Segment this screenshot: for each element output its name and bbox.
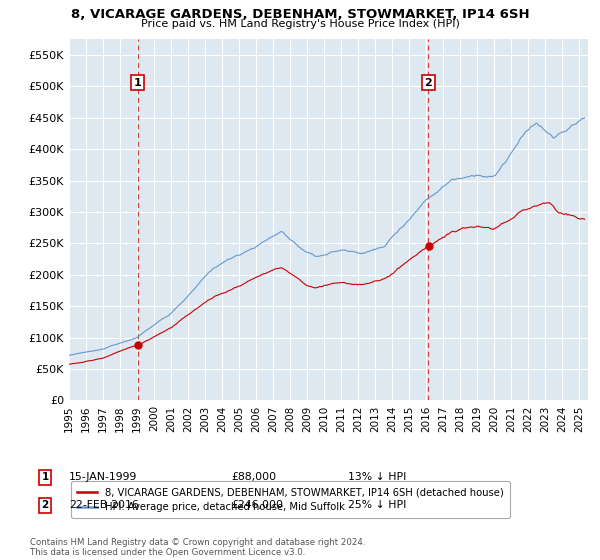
Text: 22-FEB-2016: 22-FEB-2016 [69,500,139,510]
Text: £246,000: £246,000 [231,500,283,510]
Text: 15-JAN-1999: 15-JAN-1999 [69,472,137,482]
Text: 1: 1 [134,77,142,87]
Text: Price paid vs. HM Land Registry's House Price Index (HPI): Price paid vs. HM Land Registry's House … [140,19,460,29]
Legend: 8, VICARAGE GARDENS, DEBENHAM, STOWMARKET, IP14 6SH (detached house), HPI: Avera: 8, VICARAGE GARDENS, DEBENHAM, STOWMARKE… [71,481,510,518]
Text: 13% ↓ HPI: 13% ↓ HPI [348,472,406,482]
Text: 8, VICARAGE GARDENS, DEBENHAM, STOWMARKET, IP14 6SH: 8, VICARAGE GARDENS, DEBENHAM, STOWMARKE… [71,8,529,21]
Text: 2: 2 [41,500,49,510]
Text: 2: 2 [425,77,432,87]
Text: 1: 1 [41,472,49,482]
Text: £88,000: £88,000 [231,472,276,482]
Text: 25% ↓ HPI: 25% ↓ HPI [348,500,406,510]
Text: Contains HM Land Registry data © Crown copyright and database right 2024.
This d: Contains HM Land Registry data © Crown c… [30,538,365,557]
